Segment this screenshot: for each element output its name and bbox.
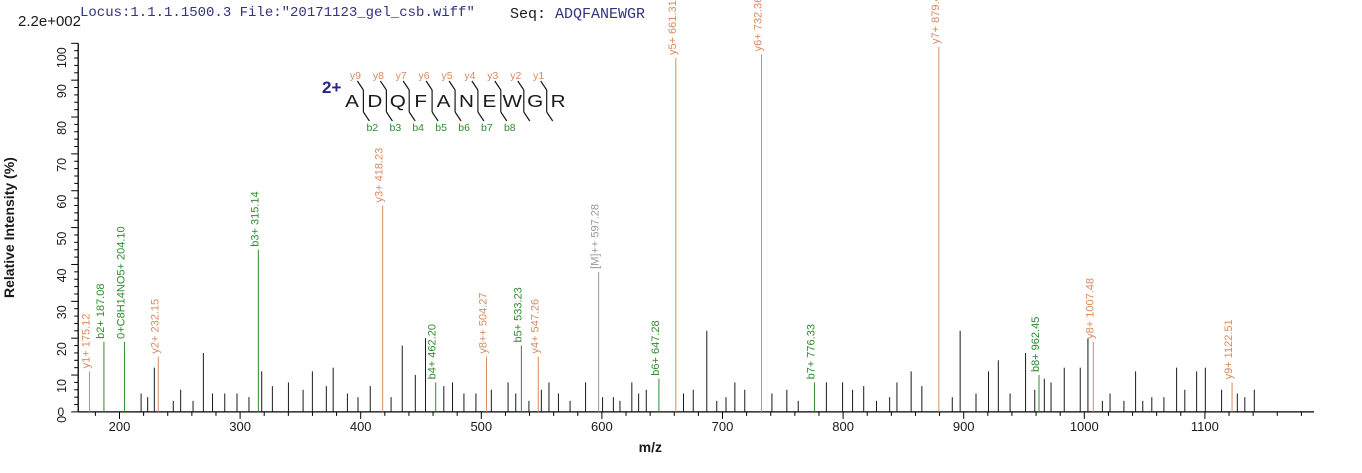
svg-text:b5+ 533.23: b5+ 533.23	[512, 287, 524, 342]
svg-text:b7+ 776.33: b7+ 776.33	[806, 324, 818, 379]
svg-text:y7+ 879.42: y7+ 879.42	[930, 0, 942, 44]
svg-text:b3+ 315.14: b3+ 315.14	[249, 191, 261, 246]
svg-text:Seq: ADQFANEWGR: Seq: ADQFANEWGR	[510, 6, 645, 23]
svg-text:900: 900	[953, 419, 975, 434]
svg-text:y6+ 732.36: y6+ 732.36	[753, 0, 765, 51]
svg-text:20: 20	[55, 342, 69, 356]
svg-text:100: 100	[55, 47, 69, 68]
svg-text:1000: 1000	[1070, 419, 1099, 434]
svg-text:b7: b7	[481, 122, 493, 134]
svg-text:A: A	[345, 91, 359, 111]
svg-text:y2: y2	[510, 70, 521, 82]
svg-text:y9: y9	[350, 70, 361, 82]
svg-text:b5: b5	[435, 122, 447, 134]
svg-text:y4: y4	[464, 70, 475, 82]
svg-text:10: 10	[55, 379, 69, 393]
svg-text:40: 40	[55, 268, 69, 282]
svg-text:b6+ 647.28: b6+ 647.28	[650, 320, 662, 375]
svg-text:600: 600	[591, 419, 613, 434]
svg-text:y2+ 232.15: y2+ 232.15	[149, 299, 161, 354]
svg-text:2+: 2+	[322, 78, 341, 97]
svg-text:800: 800	[832, 419, 854, 434]
svg-text:y9+ 1122.51: y9+ 1122.51	[1223, 319, 1235, 379]
svg-text:D: D	[367, 91, 382, 111]
svg-text:b3: b3	[390, 122, 402, 134]
svg-text:E: E	[482, 91, 496, 111]
svg-text:90: 90	[55, 84, 69, 98]
svg-text:80: 80	[55, 121, 69, 135]
svg-text:500: 500	[470, 419, 492, 434]
svg-text:300: 300	[229, 419, 251, 434]
svg-text:b6: b6	[458, 122, 470, 134]
svg-text:y5+ 661.31: y5+ 661.31	[667, 0, 679, 55]
svg-text:700: 700	[712, 419, 734, 434]
svg-text:Q: Q	[390, 91, 406, 111]
svg-text:0+C8H14NO5+ 204.10: 0+C8H14NO5+ 204.10	[115, 226, 127, 339]
svg-text:400: 400	[350, 419, 372, 434]
svg-text:y3: y3	[487, 70, 498, 82]
svg-text:b8+ 962.45: b8+ 962.45	[1030, 317, 1042, 372]
svg-text:W: W	[503, 91, 523, 111]
svg-text:0: 0	[58, 405, 65, 419]
svg-text:y3+ 418.23: y3+ 418.23	[374, 148, 386, 203]
svg-text:30: 30	[55, 305, 69, 319]
svg-text:b8: b8	[504, 122, 516, 134]
svg-text:N: N	[459, 91, 474, 111]
svg-text:60: 60	[55, 195, 69, 209]
svg-text:50: 50	[55, 232, 69, 246]
svg-text:y8: y8	[373, 70, 384, 82]
svg-text:y8+ 1007.48: y8+ 1007.48	[1084, 278, 1096, 339]
svg-text:R: R	[551, 91, 566, 111]
svg-text:A: A	[437, 91, 451, 111]
svg-text:Relative Intensity (%): Relative Intensity (%)	[1, 157, 17, 298]
svg-text:2.2e+002: 2.2e+002	[18, 13, 81, 30]
svg-text:Locus:1.1.1.1500.3 File:"20171: Locus:1.1.1.1500.3 File:"20171123_gel_cs…	[80, 5, 475, 21]
svg-text:b2+ 187.08: b2+ 187.08	[95, 283, 107, 338]
svg-text:y8++ 504.27: y8++ 504.27	[477, 292, 489, 353]
svg-text:y1: y1	[533, 70, 544, 82]
svg-text:y1+ 175.12: y1+ 175.12	[80, 314, 92, 369]
svg-text:y6: y6	[419, 70, 430, 82]
svg-text:b2: b2	[367, 122, 379, 134]
svg-text:y4+ 547.26: y4+ 547.26	[529, 299, 541, 354]
svg-text:y7: y7	[396, 70, 407, 82]
svg-text:y5: y5	[442, 70, 453, 82]
svg-text:b4: b4	[412, 122, 424, 134]
svg-text:70: 70	[55, 158, 69, 172]
svg-text:m/z: m/z	[639, 439, 662, 455]
svg-text:[M]++ 597.28: [M]++ 597.28	[590, 204, 602, 269]
svg-text:F: F	[414, 91, 427, 111]
svg-text:200: 200	[109, 419, 131, 434]
svg-text:G: G	[527, 91, 543, 111]
svg-text:1100: 1100	[1191, 419, 1219, 434]
svg-text:b4+ 462.20: b4+ 462.20	[427, 324, 439, 379]
